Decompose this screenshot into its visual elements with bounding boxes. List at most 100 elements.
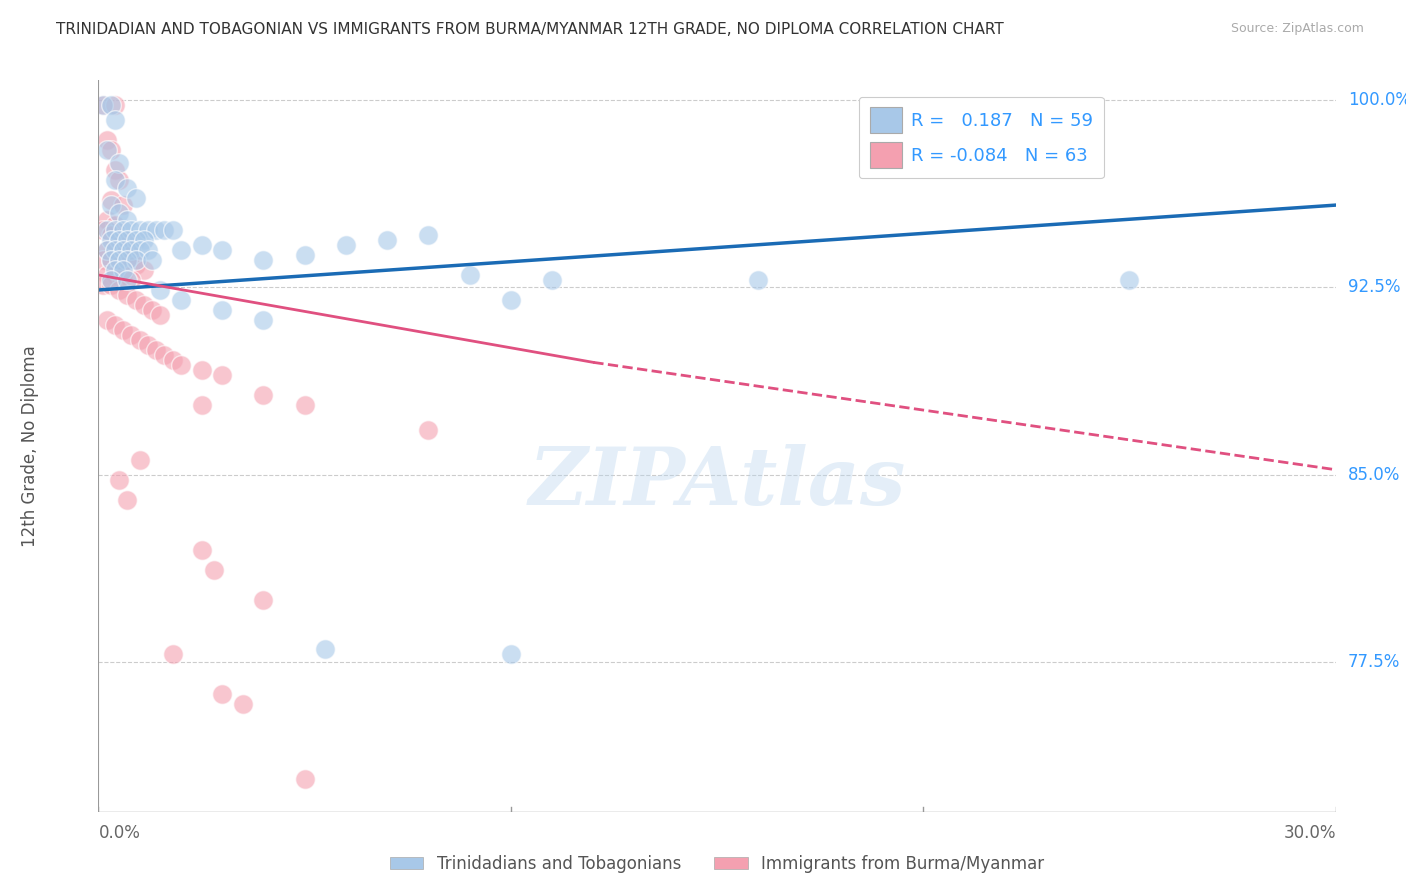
Point <box>104 243 127 257</box>
Point <box>112 223 135 237</box>
Point <box>104 318 127 332</box>
Point <box>112 243 135 257</box>
Point <box>124 258 146 272</box>
Point <box>190 238 212 252</box>
Point <box>124 253 146 268</box>
Point <box>108 233 131 247</box>
Point <box>100 277 122 292</box>
Point <box>124 293 146 307</box>
Point <box>211 302 233 317</box>
Point <box>170 358 193 372</box>
Point <box>120 327 142 342</box>
Point <box>120 223 142 237</box>
Point <box>91 253 114 268</box>
Point <box>91 277 114 292</box>
Point <box>141 253 163 268</box>
Point <box>418 423 440 437</box>
Point <box>117 492 139 507</box>
Point <box>162 352 184 367</box>
Text: 0.0%: 0.0% <box>98 824 141 842</box>
Point <box>104 98 127 112</box>
Point <box>100 253 122 268</box>
Point <box>128 333 150 347</box>
Point <box>91 223 114 237</box>
Point <box>96 313 118 327</box>
Point <box>108 155 131 169</box>
Point <box>112 198 135 212</box>
Text: 100.0%: 100.0% <box>1348 91 1406 109</box>
Point <box>96 143 118 157</box>
Point <box>314 642 336 657</box>
Point <box>117 288 139 302</box>
Point <box>747 273 769 287</box>
Point <box>149 283 172 297</box>
Text: 30.0%: 30.0% <box>1284 824 1336 842</box>
Text: 77.5%: 77.5% <box>1348 653 1400 671</box>
Point <box>211 368 233 382</box>
Point <box>91 98 114 112</box>
Text: Source: ZipAtlas.com: Source: ZipAtlas.com <box>1230 22 1364 36</box>
Point <box>108 173 131 187</box>
Point <box>294 398 316 412</box>
Legend: Trinidadians and Tobagonians, Immigrants from Burma/Myanmar: Trinidadians and Tobagonians, Immigrants… <box>384 848 1050 880</box>
Text: TRINIDADIAN AND TOBAGONIAN VS IMMIGRANTS FROM BURMA/MYANMAR 12TH GRADE, NO DIPLO: TRINIDADIAN AND TOBAGONIAN VS IMMIGRANTS… <box>56 22 1004 37</box>
Point <box>211 243 233 257</box>
Point <box>117 273 139 287</box>
Point <box>104 113 127 128</box>
Point <box>117 180 139 194</box>
Point <box>1118 273 1140 287</box>
Text: ZIPAtlas: ZIPAtlas <box>529 444 905 521</box>
Point <box>124 191 146 205</box>
Point <box>128 223 150 237</box>
Point <box>117 233 139 247</box>
Text: 85.0%: 85.0% <box>1348 466 1400 483</box>
Point <box>153 348 176 362</box>
Point <box>294 248 316 262</box>
Point <box>108 473 131 487</box>
Point <box>136 338 159 352</box>
Point <box>108 283 131 297</box>
Point <box>136 243 159 257</box>
Point <box>117 233 139 247</box>
Point <box>132 233 155 247</box>
Point <box>190 542 212 557</box>
Point <box>170 243 193 257</box>
Point <box>104 268 127 282</box>
Point <box>499 293 522 307</box>
Point <box>96 133 118 147</box>
Point <box>117 253 139 268</box>
Point <box>100 228 122 243</box>
Point <box>100 143 122 157</box>
Point <box>117 213 139 227</box>
Point <box>190 363 212 377</box>
Point <box>141 302 163 317</box>
Point <box>132 298 155 312</box>
Point <box>96 213 118 227</box>
Point <box>100 98 122 112</box>
Point <box>104 243 127 257</box>
Point <box>108 253 131 268</box>
Point <box>294 772 316 787</box>
Point <box>128 452 150 467</box>
Point <box>153 223 176 237</box>
Point <box>120 248 142 262</box>
Point <box>108 205 131 219</box>
Text: 12th Grade, No Diploma: 12th Grade, No Diploma <box>21 345 39 547</box>
Point <box>120 273 142 287</box>
Point <box>124 233 146 247</box>
Point <box>541 273 564 287</box>
Point <box>499 648 522 662</box>
Point <box>162 648 184 662</box>
Point <box>112 268 135 282</box>
Point <box>120 243 142 257</box>
Point <box>232 698 254 712</box>
Point <box>104 263 127 277</box>
Point <box>335 238 357 252</box>
Point <box>100 193 122 207</box>
Point <box>162 223 184 237</box>
Point <box>190 398 212 412</box>
Point <box>112 243 135 257</box>
Point <box>108 253 131 268</box>
Point <box>145 343 167 357</box>
Point <box>211 687 233 701</box>
